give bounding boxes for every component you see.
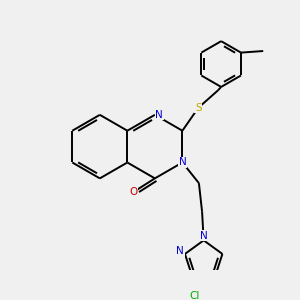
Text: N: N: [178, 158, 186, 167]
Text: Cl: Cl: [190, 291, 200, 300]
Text: N: N: [176, 246, 184, 256]
Text: N: N: [200, 231, 208, 241]
Text: S: S: [195, 103, 202, 113]
Text: O: O: [129, 187, 137, 197]
Text: N: N: [155, 110, 163, 120]
